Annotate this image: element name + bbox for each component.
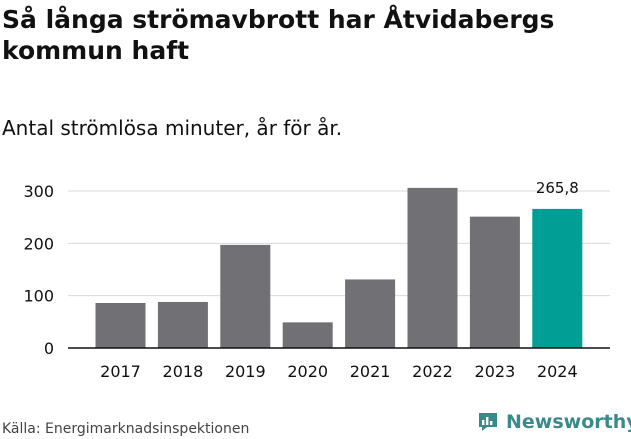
bar [95,302,146,348]
bar [407,187,458,348]
chart-title: Så långa strömavbrott har Åtvidabergs ko… [2,5,555,65]
bar [469,216,520,348]
y-tick-label: 0 [44,339,54,358]
x-tick-label: 2021 [350,362,391,381]
bar [345,279,396,348]
y-tick-label: 200 [23,234,54,253]
x-tick-label: 2018 [163,362,204,381]
bar [157,301,208,348]
x-tick-label: 2019 [225,362,266,381]
y-tick-label: 300 [23,182,54,201]
bar [282,322,333,348]
brand-name: Newsworthy [506,411,631,433]
x-tick-label: 2020 [287,362,328,381]
y-tick-label: 100 [23,287,54,306]
newsworthy-logo: Newsworthy [476,408,631,436]
data-label: 265,8 [536,179,579,197]
x-tick-label: 2022 [412,362,453,381]
x-tick-label: 2024 [537,362,578,381]
source-note: Källa: Energimarknadsinspektionen [2,421,250,437]
x-tick-label: 2017 [100,362,141,381]
bar [532,208,583,348]
bar [220,244,271,348]
chart-subtitle: Antal strömlösa minuter, år för år. [2,116,343,140]
newsworthy-logo-icon [479,413,497,431]
bar-chart: 0 100 200 300 2017 2018 2019 2020 2021 2022 2023 20… [23,179,610,381]
x-tick-label: 2023 [475,362,516,381]
